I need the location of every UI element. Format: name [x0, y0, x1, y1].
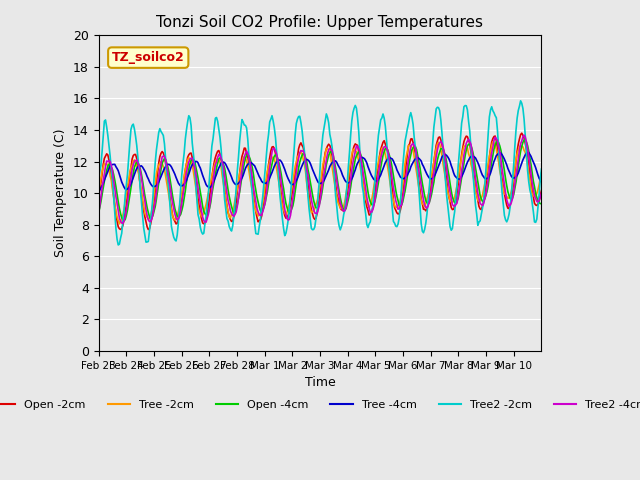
Tree2 -2cm [115, 242, 122, 248]
Tree -2cm [412, 161, 419, 167]
Text: TZ_soilco2: TZ_soilco2 [112, 51, 184, 64]
Tree -2cm [95, 190, 102, 196]
Tree -2cm [536, 175, 544, 181]
Tree2 -2cm [516, 98, 524, 104]
Tree2 -2cm [412, 145, 419, 151]
Tree -2cm [477, 195, 485, 201]
Tree2 -4cm [324, 151, 332, 156]
Line: Open -4cm: Open -4cm [99, 140, 541, 221]
Tree -2cm [324, 146, 332, 152]
Tree -4cm [538, 179, 545, 185]
Tree -4cm [525, 150, 532, 156]
Open -4cm [110, 171, 118, 177]
Open -2cm [324, 143, 332, 149]
Tree -4cm [95, 190, 102, 195]
Tree -2cm [489, 139, 497, 144]
Open -4cm [536, 201, 544, 206]
Open -4cm [520, 137, 528, 143]
Open -4cm [324, 157, 332, 163]
Open -4cm [120, 218, 128, 224]
Open -2cm [536, 192, 544, 198]
Tree2 -2cm [110, 193, 118, 199]
Open -2cm [477, 207, 485, 213]
Tree -2cm [110, 194, 118, 200]
Open -4cm [412, 144, 419, 150]
Tree2 -4cm [95, 210, 102, 216]
Tree2 -2cm [324, 114, 332, 120]
Open -4cm [95, 210, 102, 216]
Tree2 -4cm [110, 178, 118, 184]
Tree2 -4cm [119, 220, 127, 226]
Tree2 -4cm [125, 191, 132, 196]
Open -2cm [110, 192, 118, 198]
Tree -4cm [124, 186, 131, 192]
Tree2 -2cm [125, 156, 132, 161]
Tree2 -2cm [477, 211, 485, 217]
Open -2cm [518, 130, 525, 136]
Tree -2cm [538, 170, 545, 176]
Line: Tree -4cm: Tree -4cm [99, 153, 541, 192]
X-axis label: Time: Time [305, 376, 335, 389]
Line: Tree2 -4cm: Tree2 -4cm [99, 135, 541, 223]
Tree -2cm [116, 221, 124, 227]
Tree2 -4cm [536, 195, 544, 201]
Tree -4cm [110, 161, 118, 167]
Tree2 -4cm [538, 190, 545, 196]
Open -2cm [145, 227, 152, 232]
Open -2cm [124, 192, 131, 198]
Line: Tree -2cm: Tree -2cm [99, 142, 541, 224]
Tree -4cm [323, 172, 330, 178]
Tree -4cm [476, 166, 484, 172]
Tree2 -2cm [538, 166, 545, 172]
Open -2cm [95, 194, 102, 200]
Y-axis label: Soil Temperature (C): Soil Temperature (C) [54, 129, 67, 257]
Tree2 -4cm [412, 145, 419, 151]
Line: Tree2 -2cm: Tree2 -2cm [99, 101, 541, 245]
Tree2 -2cm [95, 176, 102, 182]
Open -4cm [538, 201, 545, 206]
Title: Tonzi Soil CO2 Profile: Upper Temperatures: Tonzi Soil CO2 Profile: Upper Temperatur… [157, 15, 483, 30]
Tree -2cm [125, 177, 132, 183]
Tree2 -4cm [520, 132, 528, 138]
Tree -4cm [535, 175, 543, 181]
Open -2cm [538, 188, 545, 193]
Legend: Open -2cm, Tree -2cm, Open -4cm, Tree -4cm, Tree2 -2cm, Tree2 -4cm: Open -2cm, Tree -2cm, Open -4cm, Tree -4… [0, 396, 640, 415]
Open -4cm [125, 200, 132, 205]
Line: Open -2cm: Open -2cm [99, 133, 541, 229]
Tree2 -2cm [536, 177, 544, 182]
Open -4cm [477, 196, 485, 202]
Tree2 -4cm [477, 202, 485, 207]
Tree -4cm [410, 157, 418, 163]
Open -2cm [412, 151, 419, 156]
